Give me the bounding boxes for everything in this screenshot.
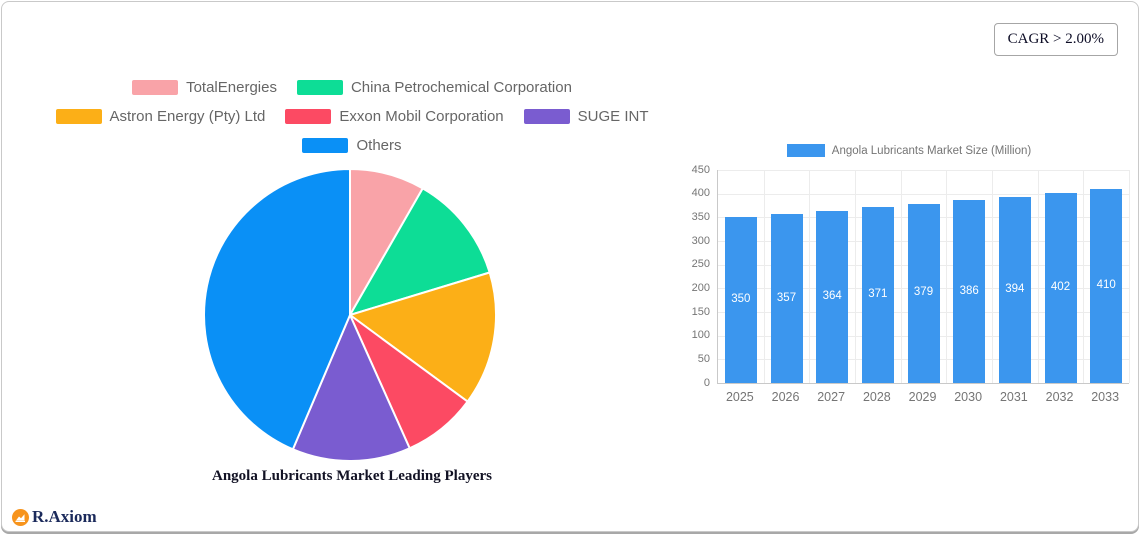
pie-legend-label: Others — [356, 137, 402, 154]
gridline — [718, 193, 1129, 195]
pie-legend-item[interactable]: Astron Energy (Pty) Ltd — [55, 108, 266, 125]
gridline — [809, 170, 811, 383]
brand-logo: R.Axiom — [12, 507, 97, 527]
bar-chart-legend-item[interactable]: Angola Lubricants Market Size (Million) — [690, 144, 1128, 157]
pie-slice[interactable] — [349, 271, 497, 403]
y-axis-tick-label: 100 — [691, 329, 710, 342]
area-chart-logo-icon — [12, 508, 29, 526]
bar[interactable]: 410 — [1090, 188, 1123, 383]
x-axis-tick-label: 2033 — [1091, 390, 1120, 404]
pie-legend: TotalEnergies China Petrochemical Corpora… — [2, 80, 702, 167]
y-axis-tick-label: 450 — [691, 163, 710, 176]
bar-value-label: 386 — [959, 284, 979, 297]
x-axis-tick-label: 2027 — [817, 390, 846, 404]
pie-legend-swatch-icon — [523, 109, 570, 124]
cagr-badge: CAGR > 2.00% — [993, 23, 1118, 56]
x-axis-tick-label: 2029 — [908, 390, 937, 404]
y-axis-tick-label: 250 — [691, 258, 710, 271]
pie-legend-item[interactable]: TotalEnergies — [132, 80, 277, 95]
gridline — [1129, 170, 1130, 383]
bar[interactable]: 350 — [724, 217, 757, 383]
y-axis-tick-label: 200 — [691, 281, 710, 294]
bar-value-label: 402 — [1050, 280, 1071, 293]
y-axis-tick-label: 400 — [691, 187, 710, 200]
bar-value-label: 350 — [731, 293, 751, 306]
bar-legend-swatch-icon — [786, 144, 825, 157]
bar[interactable]: 379 — [907, 203, 940, 383]
pie-chart — [203, 168, 497, 462]
pie-legend-item[interactable]: China Petrochemical Corporation — [296, 79, 572, 96]
pie-legend-swatch-icon — [296, 80, 343, 95]
pie-legend-item[interactable]: Others — [302, 137, 402, 154]
bar-plot-area: 350 357 364 371 379 386 394 402 410 — [717, 170, 1130, 384]
gridline — [900, 170, 902, 383]
pie-legend-label: China Petrochemical Corporation — [350, 79, 572, 96]
cagr-badge-label: CAGR > 2.00% — [1007, 31, 1104, 47]
gridline — [992, 170, 993, 383]
y-axis-tick-label: 350 — [691, 210, 710, 223]
bar[interactable]: 402 — [1044, 192, 1077, 383]
brand-logo-text: R.Axiom — [32, 507, 97, 526]
x-axis-tick-label: 2026 — [771, 390, 800, 404]
bar-value-label: 379 — [913, 286, 934, 299]
bar-legend-label: Angola Lubricants Market Size (Million) — [831, 144, 1032, 157]
pie-legend-label: Astron Energy (Pty) Ltd — [109, 108, 266, 125]
x-axis-tick-label: 2030 — [954, 390, 983, 404]
pie-slice[interactable] — [203, 168, 351, 451]
pie-legend-item[interactable]: SUGE INT — [523, 108, 649, 125]
pie-legend-label: Exxon Mobil Corporation — [339, 108, 504, 125]
x-axis-tick-label: 2032 — [1045, 390, 1074, 404]
bar[interactable]: 357 — [770, 214, 803, 383]
pie-legend-swatch-icon — [302, 138, 349, 153]
pie-legend-row: Astron Energy (Pty) Ltd Exxon Mobil Corpo… — [2, 109, 702, 124]
pie-slice[interactable] — [291, 314, 411, 462]
gridline — [718, 170, 1129, 171]
bar[interactable]: 364 — [816, 210, 849, 383]
y-axis-tick-label: 50 — [697, 352, 710, 365]
pie-legend-swatch-icon — [285, 109, 332, 124]
gridline — [855, 170, 856, 383]
pie-legend-row: Others — [2, 138, 702, 153]
x-axis-tick-label: 2025 — [725, 390, 754, 404]
y-axis-tick-label: 300 — [691, 234, 710, 247]
y-axis-tick-label: 0 — [703, 376, 710, 389]
gridline — [763, 170, 765, 383]
x-axis-tick-label: 2028 — [862, 390, 891, 404]
pie-legend-row: TotalEnergies China Petrochemical Corpora… — [2, 80, 702, 95]
y-axis-tick-label: 150 — [691, 305, 710, 318]
pie-legend-swatch-icon — [55, 109, 102, 124]
gridline — [1083, 170, 1085, 383]
pie-legend-item[interactable]: Exxon Mobil Corporation — [285, 108, 504, 125]
bar-value-label: 357 — [776, 291, 797, 304]
bar-value-label: 394 — [1005, 282, 1025, 295]
pie-legend-swatch-icon — [132, 80, 179, 95]
bar-value-label: 371 — [868, 288, 888, 301]
bar-value-label: 410 — [1096, 278, 1116, 291]
gridline — [1037, 170, 1039, 383]
bar-value-label: 364 — [822, 289, 842, 302]
gridline — [946, 170, 948, 383]
x-axis-tick-label: 2031 — [999, 390, 1028, 404]
bar[interactable]: 394 — [998, 196, 1031, 383]
bar[interactable]: 386 — [953, 200, 986, 383]
bar-chart: Angola Lubricants Market Size (Million) … — [690, 142, 1140, 412]
bar[interactable]: 371 — [861, 207, 894, 383]
pie-legend-label: SUGE INT — [577, 108, 649, 125]
pie-chart-title: Angola Lubricants Market Leading Players — [212, 468, 492, 484]
pie-slice[interactable] — [349, 187, 491, 316]
pie-legend-label: TotalEnergies — [186, 79, 277, 96]
